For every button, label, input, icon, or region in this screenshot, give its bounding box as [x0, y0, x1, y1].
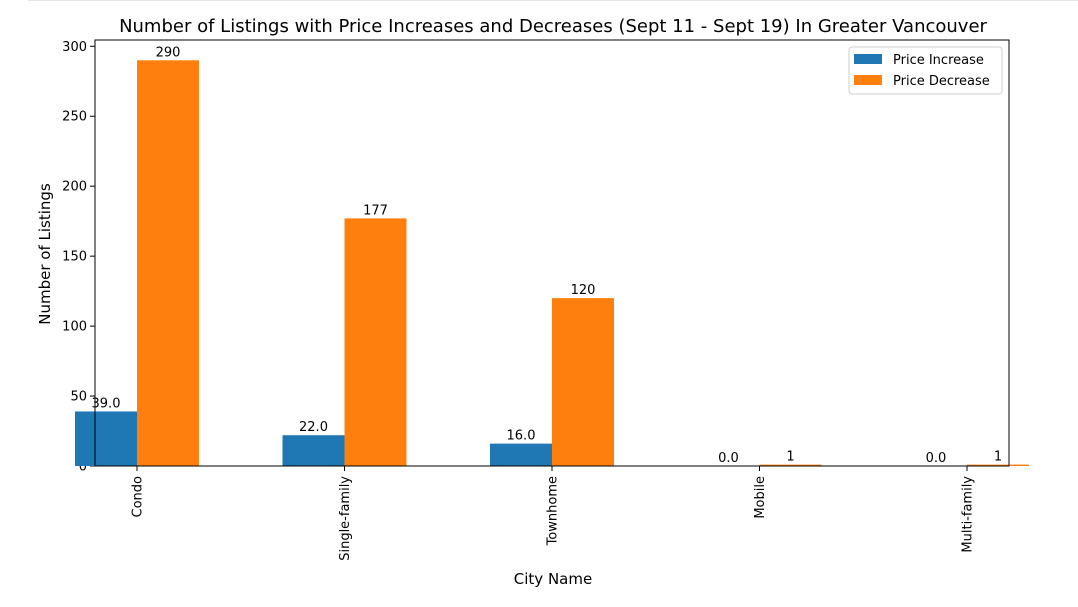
y-axis: 0 50 100 150 200 250 300: [62, 40, 95, 475]
y-tick-label: 250: [62, 110, 87, 125]
chart-title: Number of Listings with Price Increases …: [119, 16, 987, 37]
y-tick-label: 200: [62, 180, 87, 195]
legend: Price Increase Price Decrease: [848, 46, 1003, 95]
bar-value-label: 290: [156, 45, 181, 60]
price-decrease-bar-single-family: [344, 218, 407, 466]
price-increase-bar-single-family: [282, 435, 345, 466]
bar-value-label: 22.0: [299, 420, 328, 435]
y-tick-label: 150: [62, 250, 87, 265]
legend-swatch-price-decrease: [854, 75, 882, 85]
x-tick-label: Mobile: [753, 476, 768, 519]
bar-value-label: 1: [994, 450, 1002, 465]
legend-label-price-increase: Price Increase: [893, 53, 984, 68]
x-tick-label: Single-family: [338, 476, 353, 561]
bar-value-label: 1: [786, 450, 794, 465]
legend-box: [848, 46, 1003, 95]
bars: [75, 60, 1029, 467]
x-tick-label: Townhome: [546, 476, 561, 546]
legend-label-price-decrease: Price Decrease: [893, 74, 990, 89]
x-axis: Condo Single-family Townhome Mobile Multi-fa…: [131, 466, 976, 561]
top-divider: [28, 0, 1078, 1]
bar-value-label: 39.0: [92, 396, 121, 411]
price-decrease-bar-multi-family: [967, 464, 1029, 466]
y-tick-label: 300: [62, 40, 87, 55]
price-increase-bar-condo: [75, 411, 137, 466]
x-axis-title: City Name: [514, 570, 592, 588]
y-tick-label: 50: [70, 390, 87, 405]
x-tick-label: Condo: [131, 476, 146, 518]
y-tick-label: 0: [79, 460, 87, 475]
price-decrease-bar-mobile: [759, 464, 822, 466]
bar-value-label: 177: [363, 203, 388, 218]
bar-value-label: 0.0: [926, 451, 947, 466]
price-increase-bar-townhome: [490, 443, 552, 466]
bar-value-label: 120: [571, 283, 596, 298]
legend-swatch-price-increase: [854, 54, 882, 64]
plot-area-frame: [94, 39, 1010, 467]
bar-value-labels: 39.0 290 22.0 177 16.0 120 0.0 1 0.0 1: [92, 45, 1003, 466]
bar-value-label: 16.0: [507, 429, 536, 444]
price-decrease-bar-townhome: [552, 298, 614, 466]
price-decrease-bar-condo: [137, 60, 199, 467]
y-axis-title: Number of Listings: [36, 183, 54, 325]
x-tick-label: Multi-family: [961, 476, 976, 553]
bar-value-label: 0.0: [718, 451, 739, 466]
y-tick-label: 100: [62, 320, 87, 335]
